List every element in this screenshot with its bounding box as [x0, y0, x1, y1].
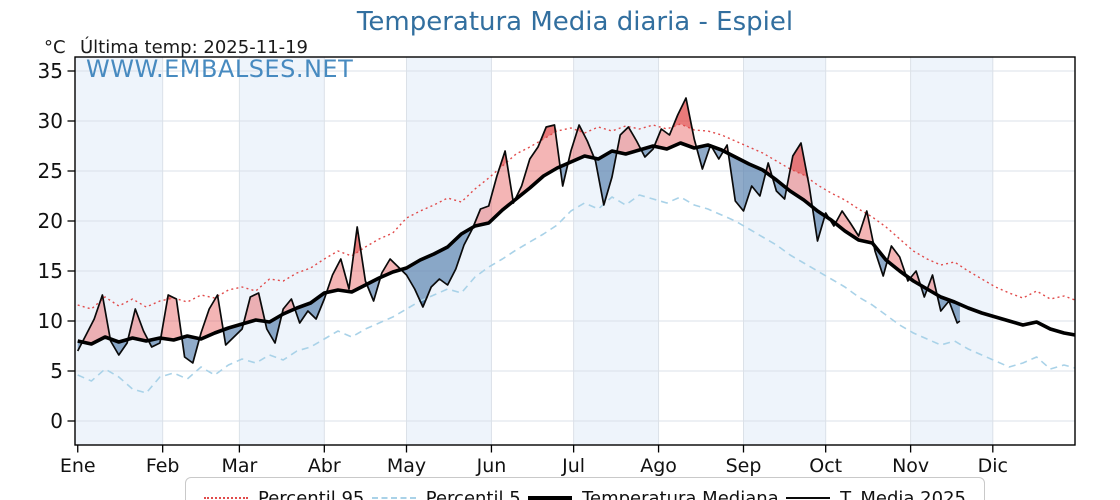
month-band [239, 57, 325, 445]
x-tick-label: Mar [221, 455, 257, 477]
temperatura-mediana-line [77, 141, 1075, 346]
month-band [75, 57, 163, 445]
y-tick-label: 30 [38, 109, 63, 133]
x-tick-label: Abr [308, 455, 341, 477]
legend-label-t-media-2025: T. Media 2025 [840, 487, 966, 500]
percentil-95-line-swatch [204, 497, 248, 499]
legend-item-t-media-2025: T. Media 2025 [786, 481, 966, 500]
percentil-5-line-swatch [371, 497, 416, 499]
x-tick-label: May [387, 455, 426, 477]
x-tick-label: Jul [561, 455, 585, 477]
x-tick-label: Sep [726, 455, 762, 477]
legend-label-percentil-5: Percentil 5 [425, 487, 521, 500]
month-band [573, 57, 659, 445]
x-tick-label: Ene [60, 455, 96, 477]
y-tick-label: 25 [38, 159, 63, 183]
legend-label-percentil-95: Percentil 95 [258, 487, 365, 500]
x-tick-label: Dic [978, 455, 1008, 477]
y-tick-label: 15 [38, 259, 63, 283]
y-axis-unit-label: °C [44, 37, 66, 58]
percentil-5-line [77, 194, 1075, 394]
month-band [910, 57, 993, 445]
last-temp-annotation: Última temp: 2025-11-19 [80, 37, 309, 58]
x-tick-label: Nov [892, 455, 929, 477]
x-tick-label: Jun [476, 455, 507, 477]
temperature-anomaly-fill [77, 195, 960, 393]
y-tick-label: 0 [50, 409, 63, 433]
x-tick-label: Feb [146, 455, 180, 477]
y-tick-label: 35 [38, 59, 63, 83]
temperatura-mediana-line-swatch [528, 496, 573, 500]
y-tick-label: 20 [38, 209, 63, 233]
legend-item-percentil-5: Percentil 5 [371, 481, 521, 500]
y-tick-label: 5 [50, 359, 63, 383]
y-tick-label: 10 [38, 309, 63, 333]
legend: Percentil 95 Percentil 5 Temperatura Med… [185, 477, 985, 500]
watermark-text: WWW.EMBALSES.NET [86, 55, 354, 83]
x-tick-label: Ago [640, 455, 677, 477]
temperature-anomaly-fill [77, 98, 960, 309]
legend-label-mediana: Temperatura Mediana [582, 487, 779, 500]
t-media-2025-line [76, 97, 961, 364]
page-title: Temperatura Media diaria - Espiel [356, 7, 794, 37]
legend-item-percentil-95: Percentil 95 [204, 481, 364, 500]
temperature-anomaly-fill [77, 98, 960, 344]
legend-item-mediana: Temperatura Mediana [528, 481, 779, 500]
x-tick-label: Oct [809, 455, 842, 477]
t-media-2025-line-swatch [786, 497, 831, 499]
